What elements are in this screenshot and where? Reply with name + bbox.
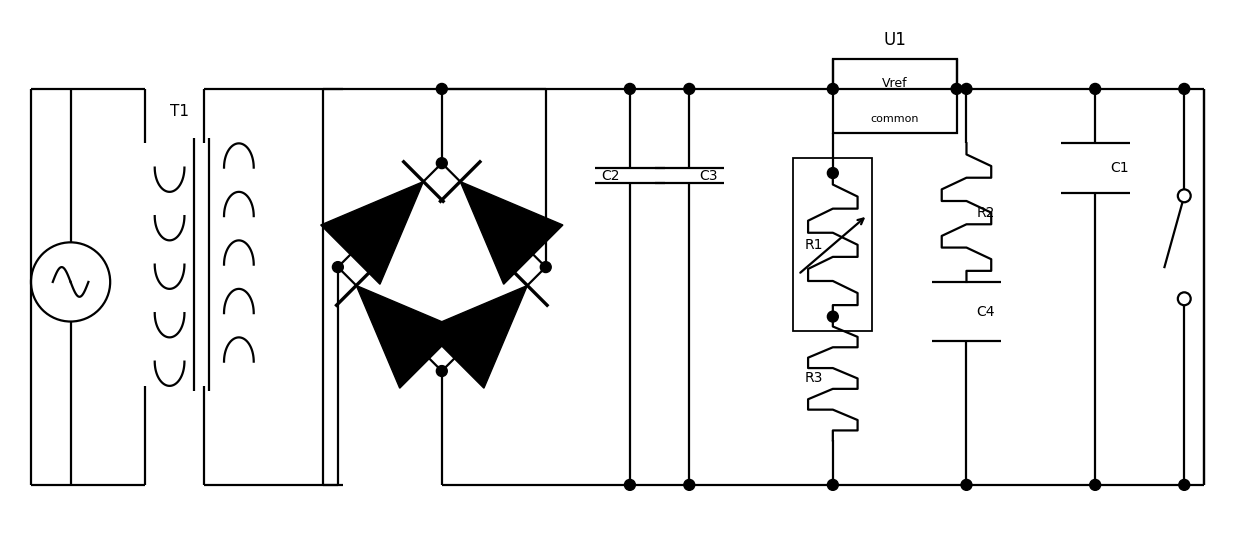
Circle shape	[961, 83, 972, 94]
Circle shape	[1178, 189, 1190, 202]
Bar	[833, 59, 956, 134]
Text: C4: C4	[976, 305, 994, 319]
Circle shape	[332, 262, 343, 273]
Text: C3: C3	[699, 168, 718, 183]
Circle shape	[951, 83, 962, 94]
Polygon shape	[321, 182, 423, 284]
Circle shape	[1179, 83, 1189, 94]
Polygon shape	[424, 285, 527, 388]
Circle shape	[436, 365, 448, 376]
Circle shape	[436, 83, 448, 94]
Text: Vref: Vref	[882, 77, 908, 90]
Polygon shape	[460, 182, 563, 284]
Circle shape	[827, 168, 838, 178]
Bar	[794, 158, 873, 331]
Circle shape	[436, 158, 448, 168]
Text: T1: T1	[170, 104, 188, 119]
Circle shape	[1179, 480, 1189, 490]
Text: R3: R3	[805, 371, 823, 385]
Text: C2: C2	[601, 168, 620, 183]
Circle shape	[625, 83, 635, 94]
Circle shape	[683, 480, 694, 490]
Text: R1: R1	[805, 238, 823, 252]
Circle shape	[625, 480, 635, 490]
Circle shape	[827, 480, 838, 490]
Text: U1: U1	[883, 31, 906, 49]
Polygon shape	[356, 285, 459, 388]
Circle shape	[1178, 293, 1190, 305]
Text: R2: R2	[976, 206, 994, 220]
Circle shape	[1090, 83, 1101, 94]
Circle shape	[827, 311, 838, 322]
Text: common: common	[870, 114, 919, 124]
Circle shape	[1090, 480, 1101, 490]
Circle shape	[827, 83, 838, 94]
Circle shape	[541, 262, 552, 273]
Circle shape	[683, 83, 694, 94]
Text: C1: C1	[1110, 161, 1128, 175]
Circle shape	[961, 480, 972, 490]
